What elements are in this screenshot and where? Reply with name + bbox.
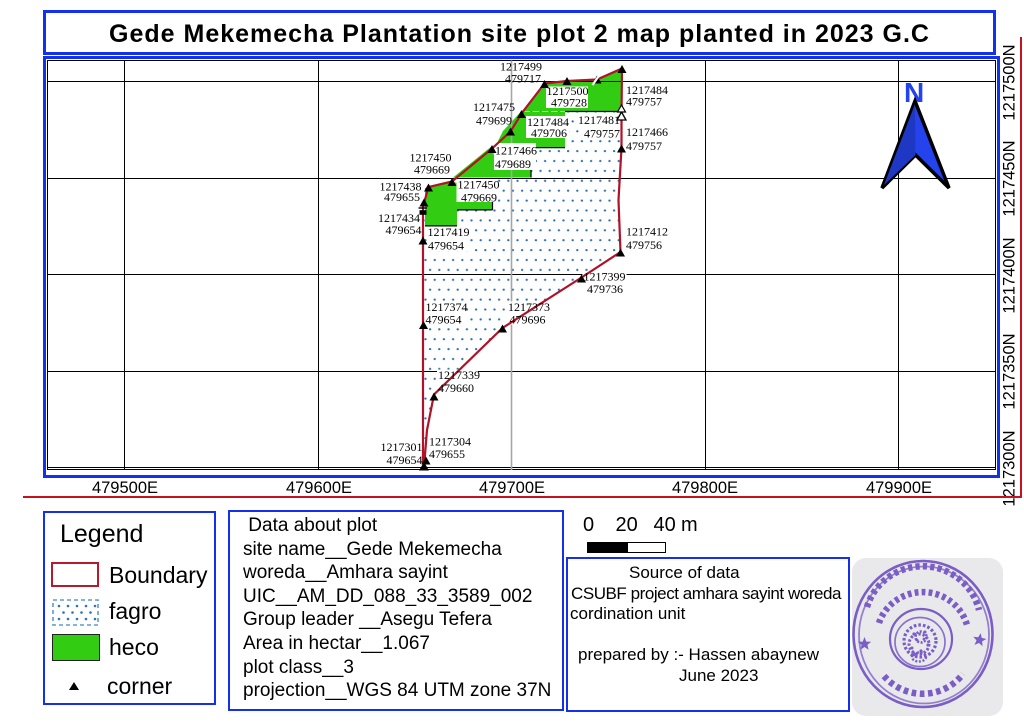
svg-text:479689: 479689 [495, 157, 531, 171]
svg-text:479655: 479655 [384, 190, 420, 204]
svg-text:479706: 479706 [531, 126, 567, 140]
svg-text:479757: 479757 [584, 127, 620, 141]
svg-text:479757: 479757 [626, 95, 662, 109]
svg-text:1217399: 1217399 [584, 270, 626, 284]
svg-text:1217500: 1217500 [547, 84, 589, 98]
svg-text:1217304: 1217304 [429, 435, 471, 449]
svg-text:479736: 479736 [587, 282, 623, 296]
svg-text:1217475: 1217475 [473, 100, 515, 114]
svg-text:479654: 479654 [387, 453, 423, 467]
svg-text:479655: 479655 [429, 447, 465, 461]
svg-text:1217450: 1217450 [458, 178, 500, 192]
svg-text:1217373: 1217373 [508, 300, 550, 314]
svg-text:1217438: 1217438 [380, 180, 422, 194]
svg-text:1217484: 1217484 [527, 115, 569, 129]
svg-text:1217484: 1217484 [626, 83, 668, 97]
svg-text:1217481: 1217481 [578, 113, 620, 127]
svg-text:1217374: 1217374 [426, 300, 468, 314]
svg-text:479669: 479669 [414, 163, 450, 177]
svg-text:479696: 479696 [510, 313, 546, 327]
svg-text:479699: 479699 [476, 114, 512, 128]
svg-text:N: N [904, 77, 924, 108]
svg-text:1217466: 1217466 [495, 144, 537, 158]
svg-text:479654: 479654 [426, 313, 462, 327]
svg-text:1217301: 1217301 [381, 440, 423, 454]
svg-text:1217466: 1217466 [626, 125, 668, 139]
svg-text:479756: 479756 [626, 238, 662, 252]
svg-text:1217339: 1217339 [438, 368, 480, 382]
svg-text:1217412: 1217412 [626, 225, 668, 239]
svg-text:1217450: 1217450 [410, 151, 452, 165]
svg-text:1217499: 1217499 [500, 60, 542, 74]
svg-text:479728: 479728 [551, 96, 587, 110]
svg-text:479669: 479669 [461, 191, 497, 205]
svg-text:479654: 479654 [386, 223, 422, 237]
svg-text:479654: 479654 [428, 239, 464, 253]
svg-text:479757: 479757 [626, 139, 662, 153]
svg-text:1217419: 1217419 [428, 225, 470, 239]
svg-text:479660: 479660 [438, 381, 474, 395]
svg-text:479717: 479717 [505, 72, 541, 86]
svg-text:1217434: 1217434 [378, 211, 420, 225]
